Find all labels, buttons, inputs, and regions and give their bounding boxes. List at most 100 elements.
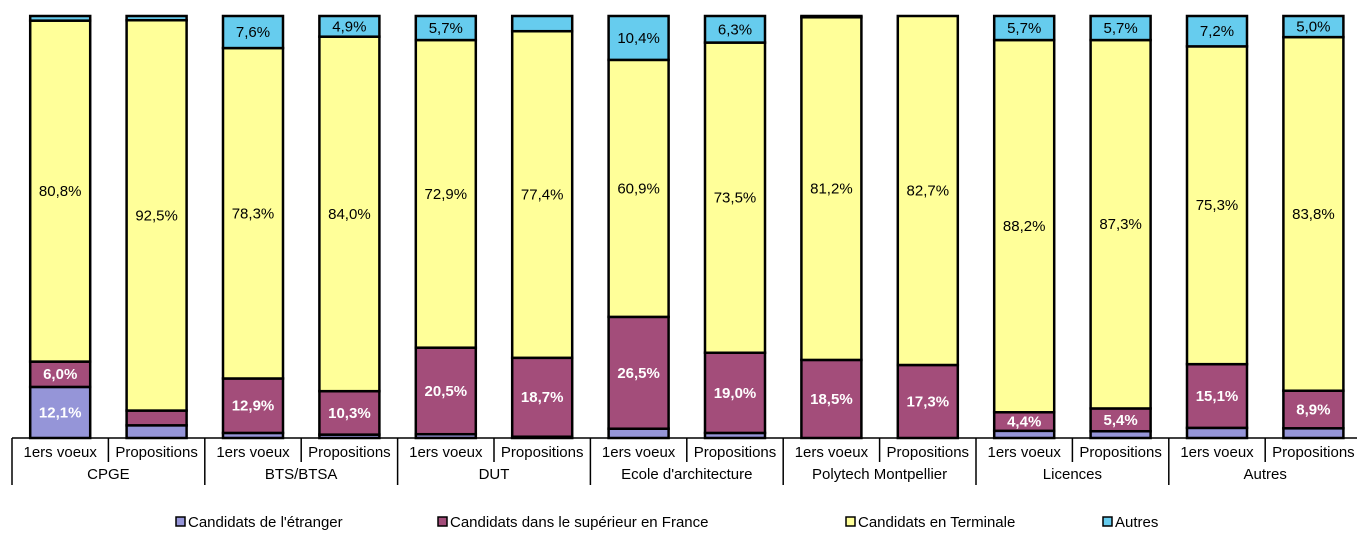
data-label: 73,5%: [714, 190, 757, 207]
legend-label: Candidats dans le supérieur en France: [450, 514, 709, 531]
legend-marker: [437, 516, 448, 527]
data-label: 17,3%: [907, 393, 950, 410]
bar-segment: [992, 14, 1056, 42]
bar-segment: [703, 14, 767, 44]
bar-segment: [414, 346, 478, 436]
group-label: BTS/BTSA: [265, 466, 338, 483]
bar-segment: [1185, 426, 1249, 440]
data-label: 5,7%: [1103, 20, 1137, 37]
group-label: Polytech Montpellier: [812, 466, 947, 483]
data-label: 75,3%: [1196, 197, 1239, 214]
bar-segment: [896, 14, 960, 367]
bar-segment: [800, 14, 863, 19]
data-label: 83,8%: [1292, 206, 1335, 223]
bar-segment: [1185, 14, 1249, 48]
bar-segment: [318, 35, 381, 393]
bar-segment: [703, 41, 767, 355]
bar-segment: [125, 409, 188, 427]
x-tick-label: 1ers voeux: [1180, 444, 1254, 461]
bar-segment: [607, 427, 670, 440]
data-label: 12,1%: [39, 404, 82, 421]
legend-marker: [175, 516, 186, 527]
bar-segment: [1089, 14, 1152, 42]
data-label: 20,5%: [425, 383, 468, 400]
data-label: 18,5%: [810, 391, 853, 408]
x-tick-label: 1ers voeux: [409, 444, 483, 461]
legend-label: Candidats en Terminale: [858, 514, 1015, 531]
bar-segment: [992, 38, 1056, 414]
bar-segment: [125, 14, 188, 22]
legend-label: Autres: [1115, 514, 1158, 531]
group-label: Licences: [1043, 466, 1102, 483]
data-label: 87,3%: [1099, 216, 1142, 233]
bar-segment: [510, 14, 574, 33]
bar-segment: [28, 360, 92, 389]
data-label: 10,3%: [328, 405, 371, 422]
x-tick-label: Propositions: [501, 444, 584, 461]
bar-segment: [510, 356, 574, 438]
bar-segment: [414, 14, 478, 42]
bar-segment: [510, 29, 574, 360]
data-label: 15,1%: [1196, 388, 1239, 405]
data-label: 60,9%: [617, 180, 660, 197]
data-label: 5,7%: [1007, 20, 1041, 37]
legend-label: Candidats de l'étranger: [188, 514, 343, 531]
data-label: 4,4%: [1007, 414, 1041, 431]
data-label: 18,7%: [521, 389, 564, 406]
x-tick-label: 1ers voeux: [216, 444, 290, 461]
x-tick-label: Propositions: [115, 444, 198, 461]
x-tick-label: 1ers voeux: [795, 444, 869, 461]
bar-segment: [607, 58, 670, 319]
bar-segment: [1185, 362, 1249, 430]
data-label: 84,0%: [328, 206, 371, 223]
bar-segment: [221, 46, 285, 380]
bar-segment: [125, 424, 188, 440]
bar-segment: [221, 14, 285, 50]
data-label: 19,0%: [714, 385, 757, 402]
data-label: 80,8%: [39, 183, 82, 200]
bar-segment: [1282, 14, 1345, 39]
legend-marker: [845, 516, 856, 527]
bar-segment: [800, 16, 863, 362]
data-label: 81,2%: [810, 181, 853, 198]
data-label: 6,0%: [43, 366, 77, 383]
data-label: 7,2%: [1200, 23, 1234, 40]
x-tick-label: 1ers voeux: [988, 444, 1062, 461]
data-label: 5,4%: [1103, 412, 1137, 429]
data-label: 92,5%: [135, 207, 178, 224]
data-label: 5,0%: [1296, 19, 1330, 36]
x-tick-label: Propositions: [1079, 444, 1162, 461]
x-tick-label: 1ers voeux: [24, 444, 98, 461]
data-label: 26,5%: [617, 365, 660, 382]
data-label: 8,9%: [1296, 401, 1330, 418]
bar-segment: [607, 14, 670, 62]
data-label: 7,6%: [236, 24, 270, 41]
bar-segment: [607, 315, 670, 430]
data-label: 78,3%: [232, 205, 275, 222]
data-label: 5,7%: [429, 20, 463, 37]
bar-segment: [1282, 389, 1345, 430]
bar-segment: [318, 389, 381, 436]
data-label: 77,4%: [521, 186, 564, 203]
x-tick-label: Propositions: [308, 444, 391, 461]
data-label: 72,9%: [425, 186, 468, 203]
bar-segment: [318, 14, 381, 38]
data-label: 88,2%: [1003, 218, 1046, 235]
group-label: CPGE: [87, 466, 130, 483]
x-tick-label: 1ers voeux: [602, 444, 676, 461]
bar-segment: [1089, 38, 1152, 410]
x-tick-label: Propositions: [1272, 444, 1355, 461]
group-label: Autres: [1244, 466, 1287, 483]
legend-marker: [1102, 516, 1113, 527]
x-tick-label: Propositions: [887, 444, 970, 461]
bar-segment: [414, 38, 478, 349]
group-label: DUT: [479, 466, 510, 483]
data-label: 6,3%: [718, 21, 752, 38]
data-label: 82,7%: [907, 182, 950, 199]
data-label: 10,4%: [617, 30, 660, 47]
data-label: 12,9%: [232, 398, 275, 415]
bar-segment: [28, 14, 92, 22]
x-tick-label: Propositions: [694, 444, 777, 461]
bar-segment: [1185, 45, 1249, 366]
